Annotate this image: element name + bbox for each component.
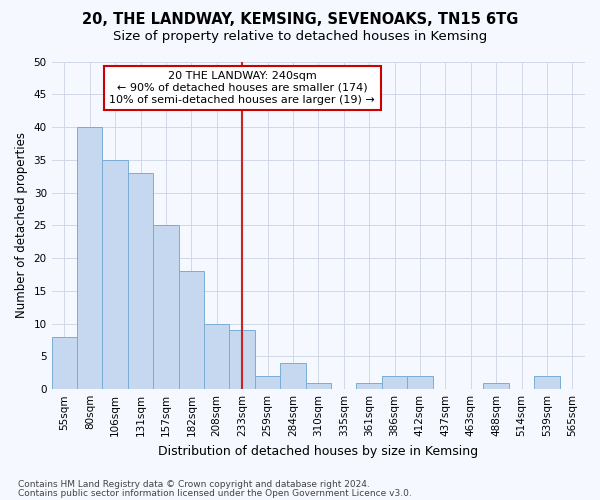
Bar (255, 376, 280, 389)
Y-axis label: Number of detached properties: Number of detached properties (15, 132, 28, 318)
Bar (407, 376, 433, 389)
Text: Contains HM Land Registry data © Crown copyright and database right 2024.: Contains HM Land Registry data © Crown c… (18, 480, 370, 489)
Text: Size of property relative to detached houses in Kemsing: Size of property relative to detached ho… (113, 30, 487, 43)
Bar (305, 382, 331, 389)
Text: Contains public sector information licensed under the Open Government Licence v3: Contains public sector information licen… (18, 488, 412, 498)
Bar (484, 382, 509, 389)
Bar (52, 337, 77, 389)
Bar (356, 382, 382, 389)
Bar (229, 330, 255, 389)
Bar (128, 173, 153, 389)
Text: 20 THE LANDWAY: 240sqm
← 90% of detached houses are smaller (174)
10% of semi-de: 20 THE LANDWAY: 240sqm ← 90% of detached… (109, 72, 375, 104)
Bar (153, 226, 179, 389)
Bar (77, 127, 103, 389)
Bar (534, 376, 560, 389)
Bar (280, 363, 305, 389)
Bar (103, 160, 128, 389)
Bar (204, 324, 229, 389)
Bar (382, 376, 407, 389)
Text: 20, THE LANDWAY, KEMSING, SEVENOAKS, TN15 6TG: 20, THE LANDWAY, KEMSING, SEVENOAKS, TN1… (82, 12, 518, 28)
X-axis label: Distribution of detached houses by size in Kemsing: Distribution of detached houses by size … (158, 444, 478, 458)
Bar (179, 271, 204, 389)
